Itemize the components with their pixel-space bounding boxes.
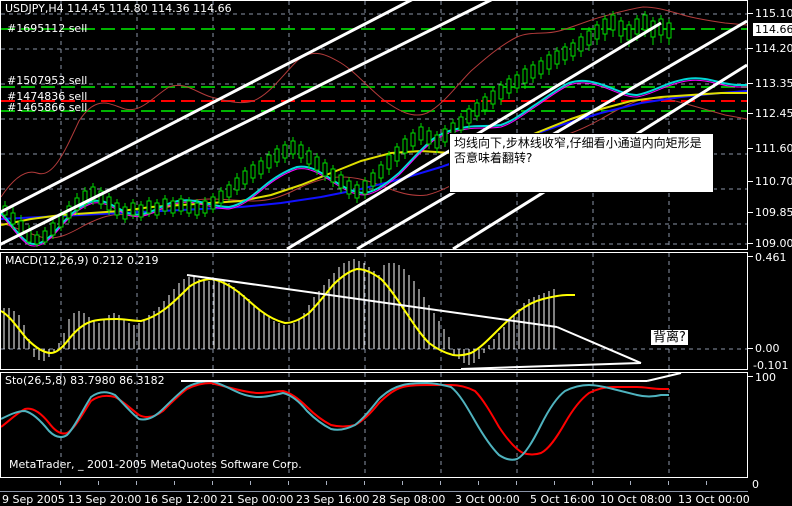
candlestick-series [2,11,672,247]
time-label-4: 23 Sep 16:00 [296,493,370,506]
macd-axis-label-min: -0.101 [753,359,789,372]
time-label-2: 16 Sep 12:00 [144,493,218,506]
macd-axis-label-zero: 0.00 [755,342,780,355]
macd-indicator-panel[interactable]: MACD(12,26,9) 0.212 0.219 [0,252,748,370]
price-axis-current-price: 114.66 [753,23,792,36]
macd-histogram [3,259,555,365]
macd-chart-svg [1,253,747,369]
price-axis-label-7: 109.85 [755,206,792,219]
order-label-1695112[interactable]: #1695112 sell [7,22,88,35]
order-label-1474836[interactable]: #1474836 sell [7,90,88,103]
price-axis[interactable]: 115.10 114.66 114.20 113.35 112.45 111.6… [748,0,792,250]
stochastic-chart-svg [1,373,682,477]
macd-signal-line [1,267,575,357]
time-axis-zero-marker: 0 [752,478,759,491]
stochastic-axis[interactable]: 100 [748,372,792,478]
stochastic-plot-area[interactable] [1,373,747,477]
price-axis-label-2: 114.20 [755,42,792,55]
stoch-gridlines-vertical [60,373,670,477]
price-plot-area[interactable] [1,1,747,249]
macd-divergence-trendline [186,274,642,369]
stochastic-k-line [1,381,669,456]
time-label-7: 5 Oct 16:00 [530,493,595,506]
time-label-9: 13 Oct 00:00 [678,493,750,506]
price-axis-label-3: 113.35 [755,77,792,90]
bollinger-upper-band [1,6,747,198]
price-axis-label-8: 109.00 [755,237,792,250]
stochastic-trendline [181,373,682,382]
stochastic-panel-header: Sto(26,5,8) 83.7980 86.3182 [5,374,165,387]
price-chart-panel[interactable]: USDJPY,H4 114.45 114.80 114.36 114.66 #1… [0,0,748,250]
macd-annotation-note[interactable]: 背离? [651,330,688,345]
macd-plot-area[interactable] [1,253,747,369]
stochastic-axis-label-100: 100 [755,371,776,384]
price-chart-svg [1,1,747,249]
price-axis-label-5: 111.60 [755,142,792,155]
price-panel-header: USDJPY,H4 114.45 114.80 114.36 114.66 [5,2,232,15]
macd-axis-label-max: 0.461 [755,251,787,264]
price-axis-label-6: 110.70 [755,175,792,188]
time-label-1: 13 Sep 20:00 [68,493,142,506]
macd-axis[interactable]: 0.461 0.00 -0.101 [748,251,792,372]
price-axis-label-0: 115.10 [755,7,792,20]
price-axis-label-4: 112.45 [755,107,792,120]
copyright-footer: MetaTrader, _ 2001-2005 MetaQuotes Softw… [9,458,302,471]
time-axis[interactable]: 9 Sep 2005 13 Sep 20:00 16 Sep 12:00 21 … [0,478,792,506]
time-label-8: 10 Oct 08:00 [600,493,672,506]
price-gridlines-horizontal [1,13,747,245]
stochastic-d-line [1,379,669,461]
order-label-1507953[interactable]: #1507953 sell [7,74,88,87]
time-label-5: 28 Sep 08:00 [372,493,446,506]
order-level-lines [1,28,747,112]
stochastic-indicator-panel[interactable]: Sto(26,5,8) 83.7980 86.3182 MetaTrader, … [0,372,748,478]
time-label-0: 9 Sep 2005 [2,493,65,506]
order-label-1465866[interactable]: #1465866 sell [7,101,88,114]
macd-panel-header: MACD(12,26,9) 0.212 0.219 [5,254,159,267]
price-annotation-note[interactable]: 均线向下,步林线收窄,仔细看小通道内向矩形是否意味着翻转? [449,133,714,193]
time-label-6: 3 Oct 00:00 [455,493,520,506]
time-label-3: 21 Sep 00:00 [220,493,294,506]
